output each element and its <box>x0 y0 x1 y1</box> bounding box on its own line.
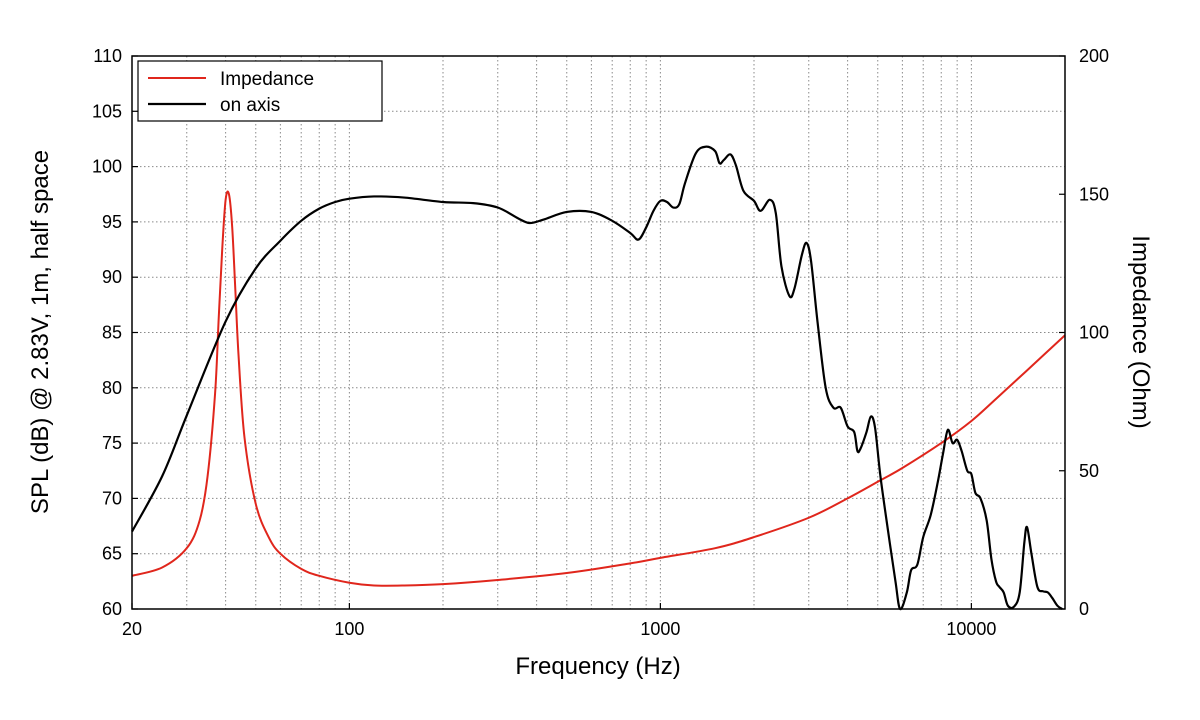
y-left-tick-label: 80 <box>102 378 122 398</box>
y-left-tick-label: 100 <box>92 157 122 177</box>
curves <box>131 145 1066 611</box>
y-left-tick-label: 105 <box>92 101 122 121</box>
legend-box <box>137 60 383 122</box>
y-left-tick-label: 70 <box>102 488 122 508</box>
x-tick-label: 100 <box>334 619 364 639</box>
x-tick-label: 1000 <box>640 619 680 639</box>
impedance-curve <box>131 190 1066 587</box>
y-right-tick-label: 0 <box>1079 599 1089 619</box>
y-axis-label-right: Impedance (Ohm) <box>1127 235 1154 428</box>
y-right-tick-label: 100 <box>1079 323 1109 343</box>
legend-label-on-axis: on axis <box>220 95 280 116</box>
x-axis-label: Frequency (Hz) <box>515 653 680 680</box>
y-right-tick-label: 50 <box>1079 461 1099 481</box>
grid <box>132 56 1065 609</box>
x-tick-label: 10000 <box>946 619 996 639</box>
y-right-tick-label: 200 <box>1079 46 1109 66</box>
y-left-tick-label: 60 <box>102 599 122 619</box>
y-axis-label-left: SPL (dB) @ 2.83V, 1m, half space <box>27 150 54 514</box>
y-left-tick-label: 85 <box>102 323 122 343</box>
x-tick-label: 20 <box>122 619 142 639</box>
on-axis-curve <box>131 145 1063 611</box>
legend: Impedance on axis <box>137 60 383 122</box>
ticks: 20 100 1000 10000 60 65 70 75 80 85 90 95 100 105 110 0… <box>92 46 1109 639</box>
y-left-tick-label: 90 <box>102 267 122 287</box>
y-left-tick-label: 95 <box>102 212 122 232</box>
y-left-tick-label: 75 <box>102 433 122 453</box>
y-left-tick-label: 65 <box>102 544 122 564</box>
y-left-tick-label: 110 <box>93 46 122 66</box>
legend-label-impedance: Impedance <box>220 69 314 90</box>
y-right-tick-label: 150 <box>1079 184 1109 204</box>
